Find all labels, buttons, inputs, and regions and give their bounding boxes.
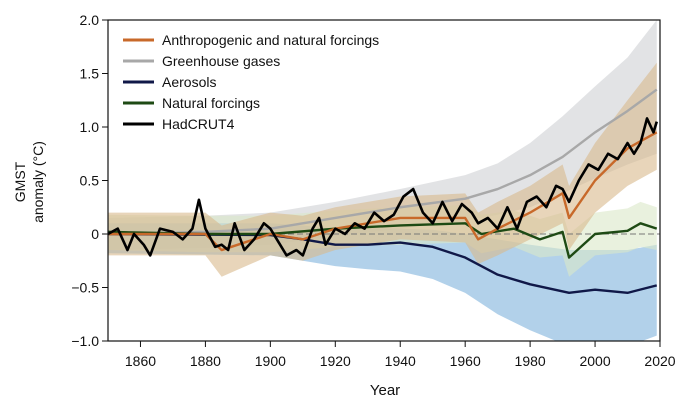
y-tick-label: 0 [91,226,99,242]
legend-item-anthropogenic-and-natural-forcings: Anthropogenic and natural forcings [123,32,379,48]
x-tick-label: 1980 [515,353,546,369]
y-tick-label: −1.0 [71,333,99,349]
y-tick-label: 1.5 [80,66,100,82]
legend-item-hadcrut4: HadCRUT4 [123,116,235,132]
legend-label: Aerosols [162,74,216,90]
x-tick-label: 1900 [255,353,286,369]
x-axis-label: Year [370,382,400,399]
line-natural-forcings [107,222,658,259]
axes: 1860 1880 1900 1920 1940 1960 1980 2000 2020 −1.0… [71,12,675,369]
x-tick-label: 1960 [450,353,481,369]
legend-item-greenhouse-gases: Greenhouse gases [123,53,280,69]
legend-label: HadCRUT4 [162,116,235,132]
x-tick-label: 1940 [385,353,416,369]
series-lines [107,88,658,295]
legend-label: Anthropogenic and natural forcings [162,32,379,48]
line-anthropogenic-and-natural-forcings [108,131,658,252]
x-tick-label: 1860 [125,353,156,369]
y-tick-label: 0.5 [80,173,100,189]
legend: Anthropogenic and natural forcings Greenh… [123,32,379,132]
x-tick-label: 1920 [320,353,351,369]
y-axis-label-line2: anomaly (°C) [30,141,46,223]
legend-item-natural-forcings: Natural forcings [123,95,260,111]
y-axis-label-line1: GMST [12,161,28,202]
y-tick-label: −0.5 [71,280,99,296]
y-tick-label: 1.0 [80,119,100,135]
x-tick-label: 2000 [579,353,610,369]
legend-label: Greenhouse gases [162,53,280,69]
legend-label: Natural forcings [162,95,260,111]
y-tick-label: 2.0 [80,12,100,28]
legend-item-aerosols: Aerosols [123,74,216,90]
x-tick-label: 1880 [190,353,221,369]
x-tick-label: 2020 [644,353,675,369]
line-hadcrut4 [107,117,658,257]
